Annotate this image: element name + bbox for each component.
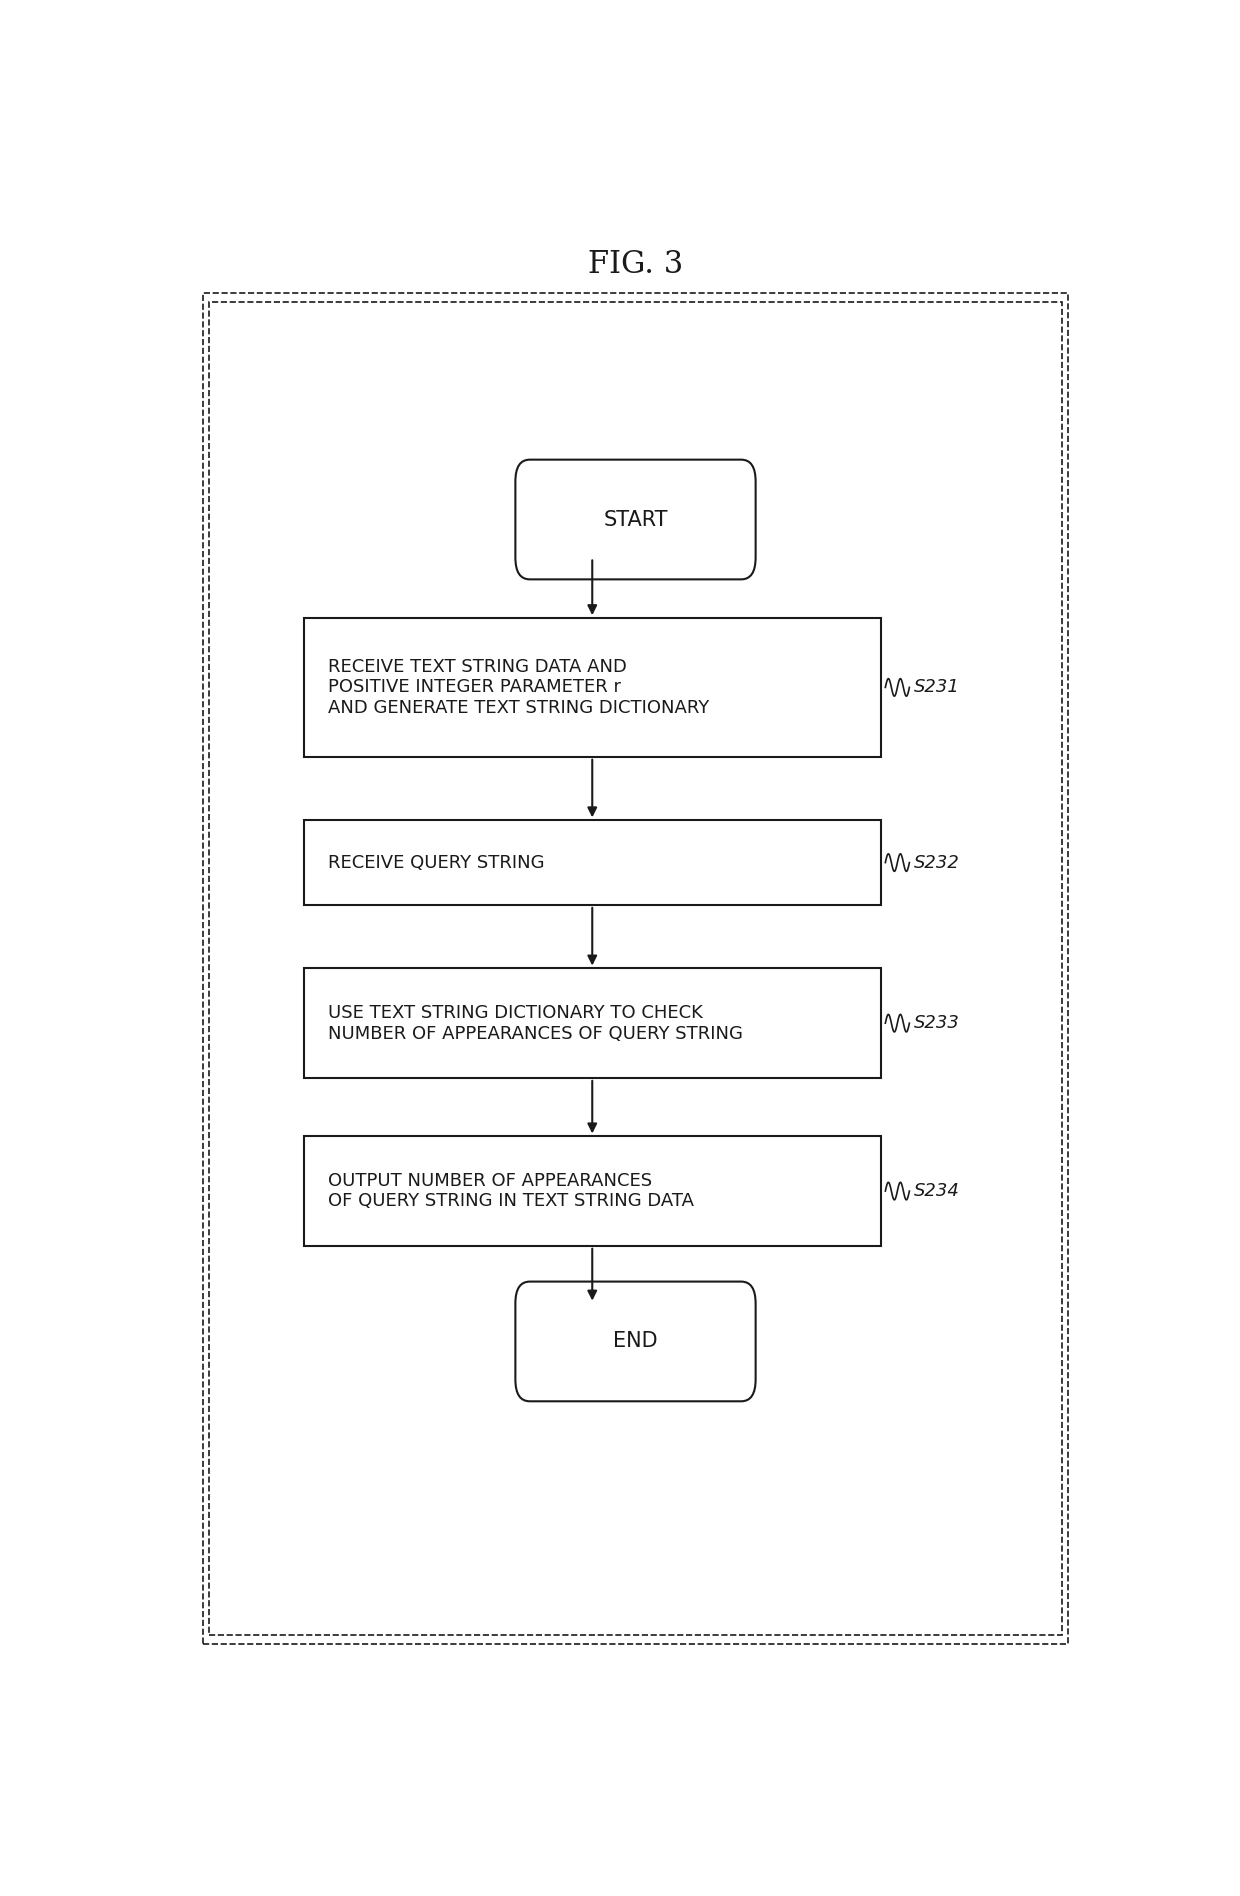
Text: OUTPUT NUMBER OF APPEARANCES
OF QUERY STRING IN TEXT STRING DATA: OUTPUT NUMBER OF APPEARANCES OF QUERY ST… [327,1172,694,1210]
Text: S231: S231 [914,679,960,696]
Text: S233: S233 [914,1014,960,1031]
Text: FIG. 3: FIG. 3 [588,248,683,279]
FancyBboxPatch shape [304,821,880,904]
Text: START: START [603,510,668,529]
Text: USE TEXT STRING DICTIONARY TO CHECK
NUMBER OF APPEARANCES OF QUERY STRING: USE TEXT STRING DICTIONARY TO CHECK NUMB… [327,1003,743,1043]
Text: END: END [614,1331,657,1352]
Text: RECEIVE QUERY STRING: RECEIVE QUERY STRING [327,853,544,872]
FancyBboxPatch shape [516,1282,755,1401]
Text: RECEIVE TEXT STRING DATA AND
POSITIVE INTEGER PARAMETER r
AND GENERATE TEXT STRI: RECEIVE TEXT STRING DATA AND POSITIVE IN… [327,658,709,717]
Text: S232: S232 [914,853,960,872]
FancyBboxPatch shape [304,969,880,1079]
FancyBboxPatch shape [516,459,755,580]
Text: S234: S234 [914,1181,960,1200]
FancyBboxPatch shape [304,618,880,757]
FancyBboxPatch shape [304,1136,880,1246]
